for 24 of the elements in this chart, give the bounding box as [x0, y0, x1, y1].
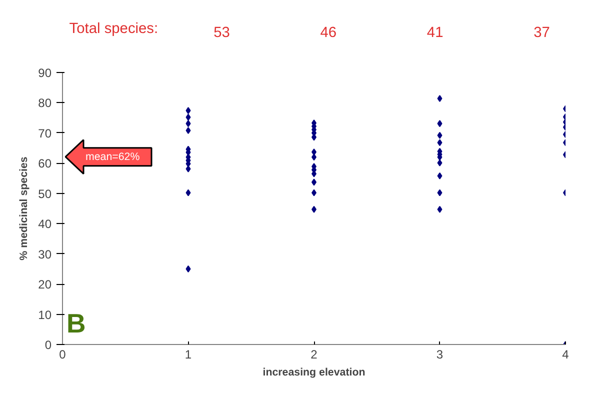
y-tick-label: 80 [38, 96, 52, 110]
y-tick-label: 70 [38, 126, 52, 140]
text: 53 [214, 24, 230, 41]
y-tick-label: 90 [38, 66, 52, 80]
x-tick-label: 0 [59, 348, 66, 362]
y-tick-label: 30 [38, 247, 52, 262]
x-tick-label: 1 [184, 348, 192, 362]
x-tick-label: 2 [310, 348, 318, 362]
y-tick-label: 10 [38, 308, 52, 322]
x-axis-title: increasing elevation [262, 366, 366, 378]
y-tick-label: 20 [38, 278, 52, 292]
y-tick-label: 40 [38, 217, 52, 232]
annotation: B [66, 308, 86, 338]
y-tick-label: 50 [38, 186, 52, 201]
x-tick-label: 4 [562, 348, 570, 362]
text: 37 [534, 24, 550, 41]
y-tick-label: 0 [44, 338, 52, 352]
y-axis-title: % medicinal species [18, 156, 30, 260]
text: Total species: [69, 20, 158, 37]
y-tick-label: 60 [38, 156, 52, 171]
text: 41 [426, 24, 444, 41]
annotation: mean=62% [86, 150, 140, 163]
x-tick-label: 3 [436, 348, 444, 362]
text: 46 [320, 24, 337, 41]
